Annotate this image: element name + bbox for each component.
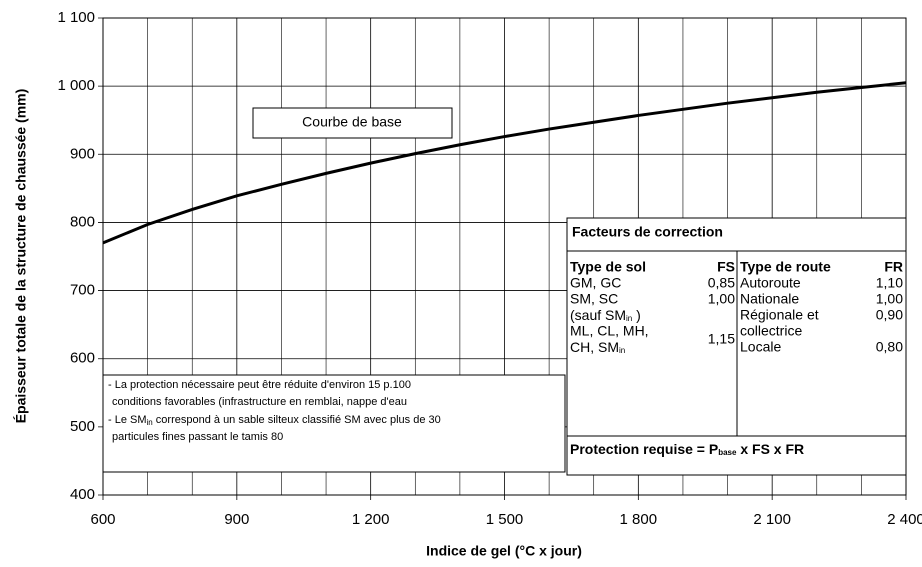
x-tick-label: 2 100 [753,511,791,528]
table-cell: GM, GC [570,275,621,291]
table-value: 1,00 [708,291,735,307]
formula: Protection requise = Pbase x FS x FR [570,441,804,457]
note-line-part: correspond à un sable silteux classifié … [153,414,441,426]
table-header: Type de route [740,259,831,275]
note-box [102,374,566,473]
note-line-part: - Le SM [108,414,147,426]
x-tick-label: 600 [90,511,115,528]
y-tick-label: 1 000 [57,77,95,94]
note-line: conditions favorables (infrastructure en… [112,396,407,408]
table-cell-part: CH, SM [570,339,619,355]
x-axis-title: Indice de gel (°C x jour) [426,543,582,559]
y-tick-label: 900 [70,145,95,162]
y-tick-label: 1 100 [57,9,95,26]
table-cell-part: in [619,346,625,355]
y-tick-label: 500 [70,418,95,435]
y-tick-label: 700 [70,282,95,299]
y-axis-title: Épaisseur totale de la structure de chau… [13,89,29,424]
table-cell: Locale [740,339,781,355]
note-line-part: particules fines passant le tamis 80 [112,431,283,443]
table-value: 0,90 [876,307,903,323]
note-line-part: - La protection nécessaire peut être réd… [108,379,411,391]
table-cell-part: in [626,314,632,323]
table-value: 1,00 [876,291,903,307]
table-header: Type de sol [570,259,646,275]
table-title: Facteurs de correction [572,224,723,240]
legend-box [252,107,453,139]
table-value: 1,10 [876,275,903,291]
note-line: - Le SMin correspond à un sable silteux … [108,414,441,427]
table-value: 0,80 [876,339,903,355]
table-cell: SM, SC [570,291,618,307]
table-cell: Nationale [740,291,799,307]
y-tick-label: 600 [70,350,95,367]
x-tick-label: 900 [224,511,249,528]
table-header: FR [884,259,903,275]
formula-part: base [718,448,737,457]
y-tick-label: 800 [70,213,95,230]
x-tick-label: 1 500 [486,511,524,528]
table-cell: collectrice [740,323,802,339]
table-cell-part: (sauf SM [570,307,626,323]
note-line-part: conditions favorables (infrastructure en… [112,396,407,408]
note-line-part: in [147,418,153,427]
note-line: - La protection nécessaire peut être réd… [108,379,411,391]
formula-part: x FS x FR [736,441,804,457]
table-cell: Autoroute [740,275,801,291]
table-cell: Régionale et [740,307,819,323]
table-cell: ML, CL, MH, [570,323,649,339]
table-header: FS [717,259,735,275]
table-cell: CH, SMin [570,339,625,355]
table-value: 1,15 [708,331,735,347]
note-line: particules fines passant le tamis 80 [112,431,283,443]
x-tick-label: 1 800 [620,511,658,528]
x-tick-label: 1 200 [352,511,390,528]
table-cell-part: ) [632,307,641,323]
legend-label: Courbe de base [302,114,402,130]
table-cell: (sauf SMin ) [570,307,641,323]
y-tick-label: 400 [70,486,95,503]
formula-part: Protection requise = P [570,441,718,457]
curve [102,81,907,245]
x-tick-label: 2 400 [887,511,922,528]
table-value: 0,85 [708,275,735,291]
